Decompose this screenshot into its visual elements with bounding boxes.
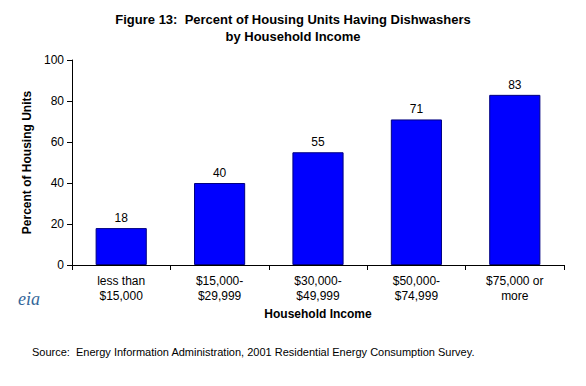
svg-text:$75,000 or: $75,000 or (486, 274, 543, 288)
svg-text:less than: less than (97, 274, 145, 288)
svg-text:60: 60 (51, 135, 65, 149)
svg-text:$50,000-: $50,000- (393, 274, 440, 288)
svg-text:$74,999: $74,999 (395, 289, 439, 303)
svg-text:71: 71 (410, 102, 424, 116)
svg-text:18: 18 (115, 211, 129, 225)
svg-text:Household Income: Household Income (264, 307, 372, 321)
svg-text:by Household Income: by Household Income (225, 29, 360, 44)
svg-text:Figure 13: Percent of Housing: Figure 13: Percent of Housing Units Havi… (115, 12, 470, 27)
svg-text:80: 80 (51, 94, 65, 108)
svg-text:20: 20 (51, 217, 65, 231)
svg-text:40: 40 (51, 176, 65, 190)
svg-text:$30,000-: $30,000- (294, 274, 341, 288)
svg-text:83: 83 (508, 78, 522, 92)
svg-text:Source: Energy Information Ad: Source: Energy Information Administratio… (32, 346, 474, 358)
svg-text:40: 40 (213, 166, 227, 180)
svg-text:55: 55 (311, 135, 325, 149)
svg-text:$15,000-: $15,000- (196, 274, 243, 288)
svg-text:Percent of Housing Units: Percent of Housing Units (20, 91, 34, 235)
svg-text:100: 100 (44, 53, 64, 67)
svg-text:more: more (501, 289, 529, 303)
svg-text:$49,999: $49,999 (296, 289, 340, 303)
svg-text:$29,999: $29,999 (198, 289, 242, 303)
svg-text:$15,000: $15,000 (100, 289, 144, 303)
svg-text:eia: eia (18, 289, 40, 309)
svg-text:0: 0 (57, 258, 64, 272)
